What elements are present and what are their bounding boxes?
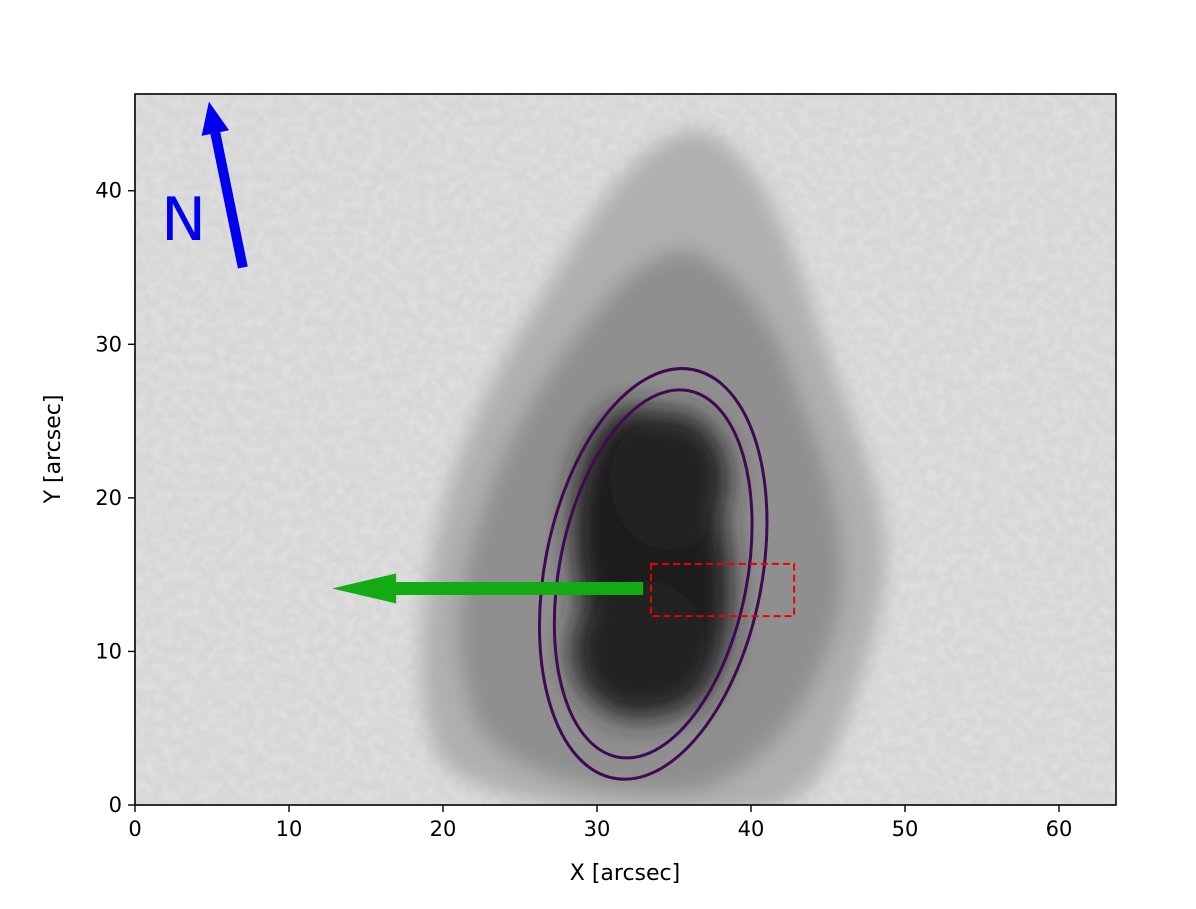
- x-tick-label: 60: [1046, 817, 1073, 841]
- direction-arrow-head: [332, 573, 397, 604]
- y-axis-label: Y [arcsec]: [41, 395, 66, 505]
- outer-contour: [537, 367, 769, 781]
- sunspot-image: [135, 94, 1116, 805]
- y-tick-label: 10: [95, 639, 122, 663]
- y-tick-label: 20: [95, 486, 122, 510]
- y-axis: 0 10 20 30 40: [95, 179, 135, 817]
- umbra: [570, 406, 733, 720]
- y-tick-label: 40: [95, 179, 122, 203]
- x-tick-label: 20: [430, 817, 457, 841]
- x-axis: 0 10 20 30 40 50 60: [128, 805, 1072, 841]
- x-tick-label: 40: [738, 817, 765, 841]
- overlays: N: [161, 101, 796, 781]
- x-axis-label: X [arcsec]: [570, 861, 680, 886]
- y-tick-label: 0: [109, 793, 122, 817]
- axes-frame: [134, 93, 1117, 806]
- x-tick-label: 10: [276, 817, 303, 841]
- north-arrow-shaft: [210, 132, 248, 269]
- x-tick-label: 30: [584, 817, 611, 841]
- north-arrow-head: [201, 101, 230, 136]
- x-tick-label: 50: [892, 817, 919, 841]
- region-box: [649, 562, 796, 618]
- y-tick-label: 30: [95, 332, 122, 356]
- north-label: N: [161, 185, 206, 255]
- inner-contour: [552, 388, 754, 760]
- x-tick-label: 0: [128, 817, 141, 841]
